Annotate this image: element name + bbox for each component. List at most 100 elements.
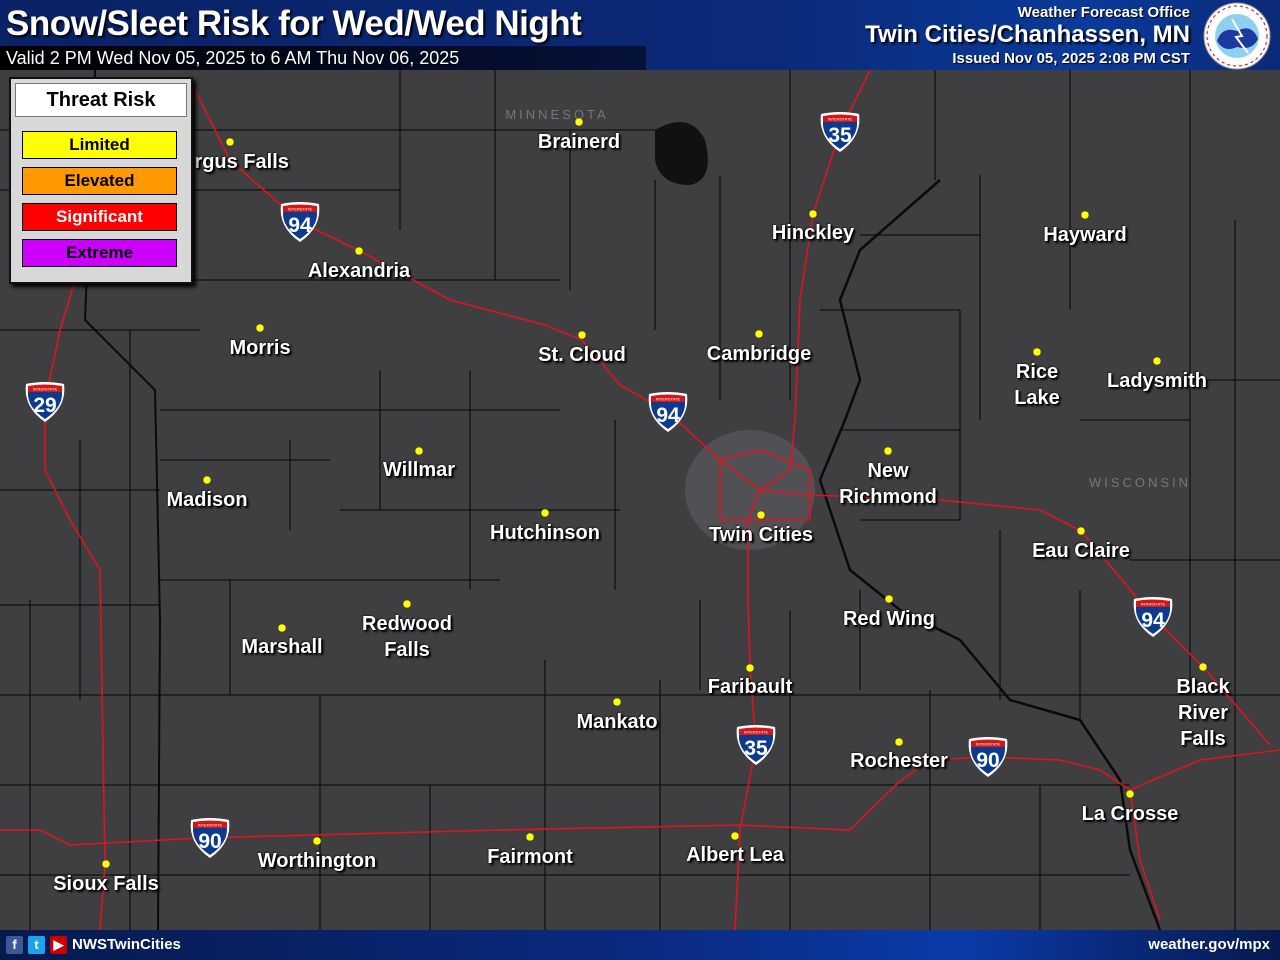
interstate-highway <box>44 279 106 930</box>
city-dot <box>540 508 550 518</box>
twitter-icon[interactable]: t <box>28 936 45 954</box>
city-dot <box>1152 356 1162 366</box>
svg-text:94: 94 <box>288 214 312 237</box>
legend-extreme: Extreme <box>22 239 177 267</box>
city-label: Worthington <box>257 850 377 872</box>
city-label: Ladysmith <box>1106 370 1208 392</box>
svg-text:35: 35 <box>744 737 768 760</box>
svg-text:90: 90 <box>976 749 999 772</box>
city-dot <box>277 623 287 633</box>
website-link[interactable]: weather.gov/mpx <box>1148 936 1270 953</box>
city-label: Redwood Falls <box>362 613 452 661</box>
svg-text:INTERSTATE: INTERSTATE <box>828 117 853 122</box>
city-label: Morris <box>229 337 291 359</box>
interstate-highway <box>194 89 1271 746</box>
svg-text:INTERSTATE: INTERSTATE <box>976 742 1001 747</box>
city-label: Brainerd <box>537 131 621 153</box>
city-label: Marshall <box>241 636 323 658</box>
svg-text:INTERSTATE: INTERSTATE <box>744 730 769 735</box>
city-dot <box>202 475 212 485</box>
state-label-mn: MINNESOTA <box>505 107 608 122</box>
city-dot <box>730 831 740 841</box>
city-label: Faribault <box>707 676 793 698</box>
city-label: Cambridge <box>706 343 812 365</box>
city-dot <box>354 246 364 256</box>
city-dot <box>808 209 818 219</box>
svg-text:INTERSTATE: INTERSTATE <box>1141 602 1166 607</box>
svg-text:90: 90 <box>198 830 221 853</box>
state-border <box>818 179 1162 930</box>
city-label: Black River Falls <box>1176 676 1230 750</box>
city-dot <box>1198 662 1208 672</box>
city-label: Red Wing <box>842 608 936 630</box>
city-label: Sioux Falls <box>53 873 159 895</box>
office-name: Twin Cities/Chanhassen, MN <box>865 21 1190 48</box>
city-dot <box>255 323 265 333</box>
city-dot <box>525 832 535 842</box>
svg-text:94: 94 <box>656 404 680 427</box>
interstate-shield: INTERSTATE 94 <box>1133 597 1173 637</box>
city-dot <box>101 859 111 869</box>
issued-time: Issued Nov 05, 2025 2:08 PM CST <box>952 50 1190 67</box>
office-label: Weather Forecast Office <box>1017 4 1190 21</box>
city-dot <box>1076 526 1086 536</box>
city-dot <box>894 737 904 747</box>
city-dot <box>612 697 622 707</box>
city-dot <box>745 663 755 673</box>
svg-text:35: 35 <box>828 124 852 147</box>
lake-mille-lacs <box>655 122 708 185</box>
city-label: Madison <box>166 489 248 511</box>
svg-text:29: 29 <box>33 394 56 417</box>
city-label: Hinckley <box>771 222 855 244</box>
city-label: Twin Cities <box>708 524 814 546</box>
svg-text:INTERSTATE: INTERSTATE <box>198 823 223 828</box>
interstate-highway <box>1129 789 1161 921</box>
city-dot <box>577 330 587 340</box>
facebook-icon[interactable]: f <box>6 936 23 954</box>
svg-text:INTERSTATE: INTERSTATE <box>656 397 681 402</box>
legend-limited: Limited <box>22 131 177 159</box>
nws-logo <box>1203 2 1271 70</box>
city-dot <box>1125 789 1135 799</box>
interstate-shield: INTERSTATE 35 <box>736 725 776 765</box>
map: MINNESOTA WISCONSIN INTERSTATE35INTERSTA… <box>0 70 1280 930</box>
city-dot <box>225 137 235 147</box>
city-label: Mankato <box>576 711 658 733</box>
city-label: Rochester <box>850 750 948 772</box>
city-dot <box>883 446 893 456</box>
city-dot <box>402 599 412 609</box>
header: Snow/Sleet Risk for Wed/Wed Night Valid … <box>0 0 1280 70</box>
city-dot <box>1032 347 1042 357</box>
city-dot <box>884 594 894 604</box>
state-label-wi: WISCONSIN <box>1089 475 1191 490</box>
city-label: Rice Lake <box>1014 361 1060 409</box>
interstate-shield: INTERSTATE 29 <box>25 382 65 422</box>
city-label: St. Cloud <box>538 344 626 366</box>
footer: f t ▶ NWSTwinCities weather.gov/mpx <box>0 930 1280 960</box>
city-dot <box>574 117 584 127</box>
youtube-icon[interactable]: ▶ <box>50 936 67 954</box>
city-label: Albert Lea <box>686 844 784 866</box>
city-label: Alexandria <box>307 260 411 282</box>
social-handle[interactable]: NWSTwinCities <box>72 936 181 953</box>
svg-text:94: 94 <box>1141 609 1165 632</box>
interstate-shield: INTERSTATE 90 <box>190 818 230 858</box>
legend: Threat Risk Limited Elevated Significant… <box>9 77 193 284</box>
interstate-highway <box>0 749 1280 846</box>
city-label: Hutchinson <box>490 522 600 544</box>
valid-time: Valid 2 PM Wed Nov 05, 2025 to 6 AM Thu … <box>0 46 646 70</box>
city-label: Fergus Falls <box>171 151 289 173</box>
city-dot <box>414 446 424 456</box>
city-label: La Crosse <box>1081 803 1179 825</box>
city-label: Eau Claire <box>1032 540 1130 562</box>
page-title: Snow/Sleet Risk for Wed/Wed Night <box>6 4 582 43</box>
legend-significant: Significant <box>22 203 177 231</box>
city-label: New Richmond <box>839 460 937 508</box>
city-label: Willmar <box>382 459 456 481</box>
city-label: Fairmont <box>487 846 573 868</box>
city-dot <box>756 510 766 520</box>
interstate-shield: INTERSTATE 90 <box>968 737 1008 777</box>
city-dot <box>312 836 322 846</box>
city-dot <box>754 329 764 339</box>
legend-title: Threat Risk <box>15 83 187 117</box>
